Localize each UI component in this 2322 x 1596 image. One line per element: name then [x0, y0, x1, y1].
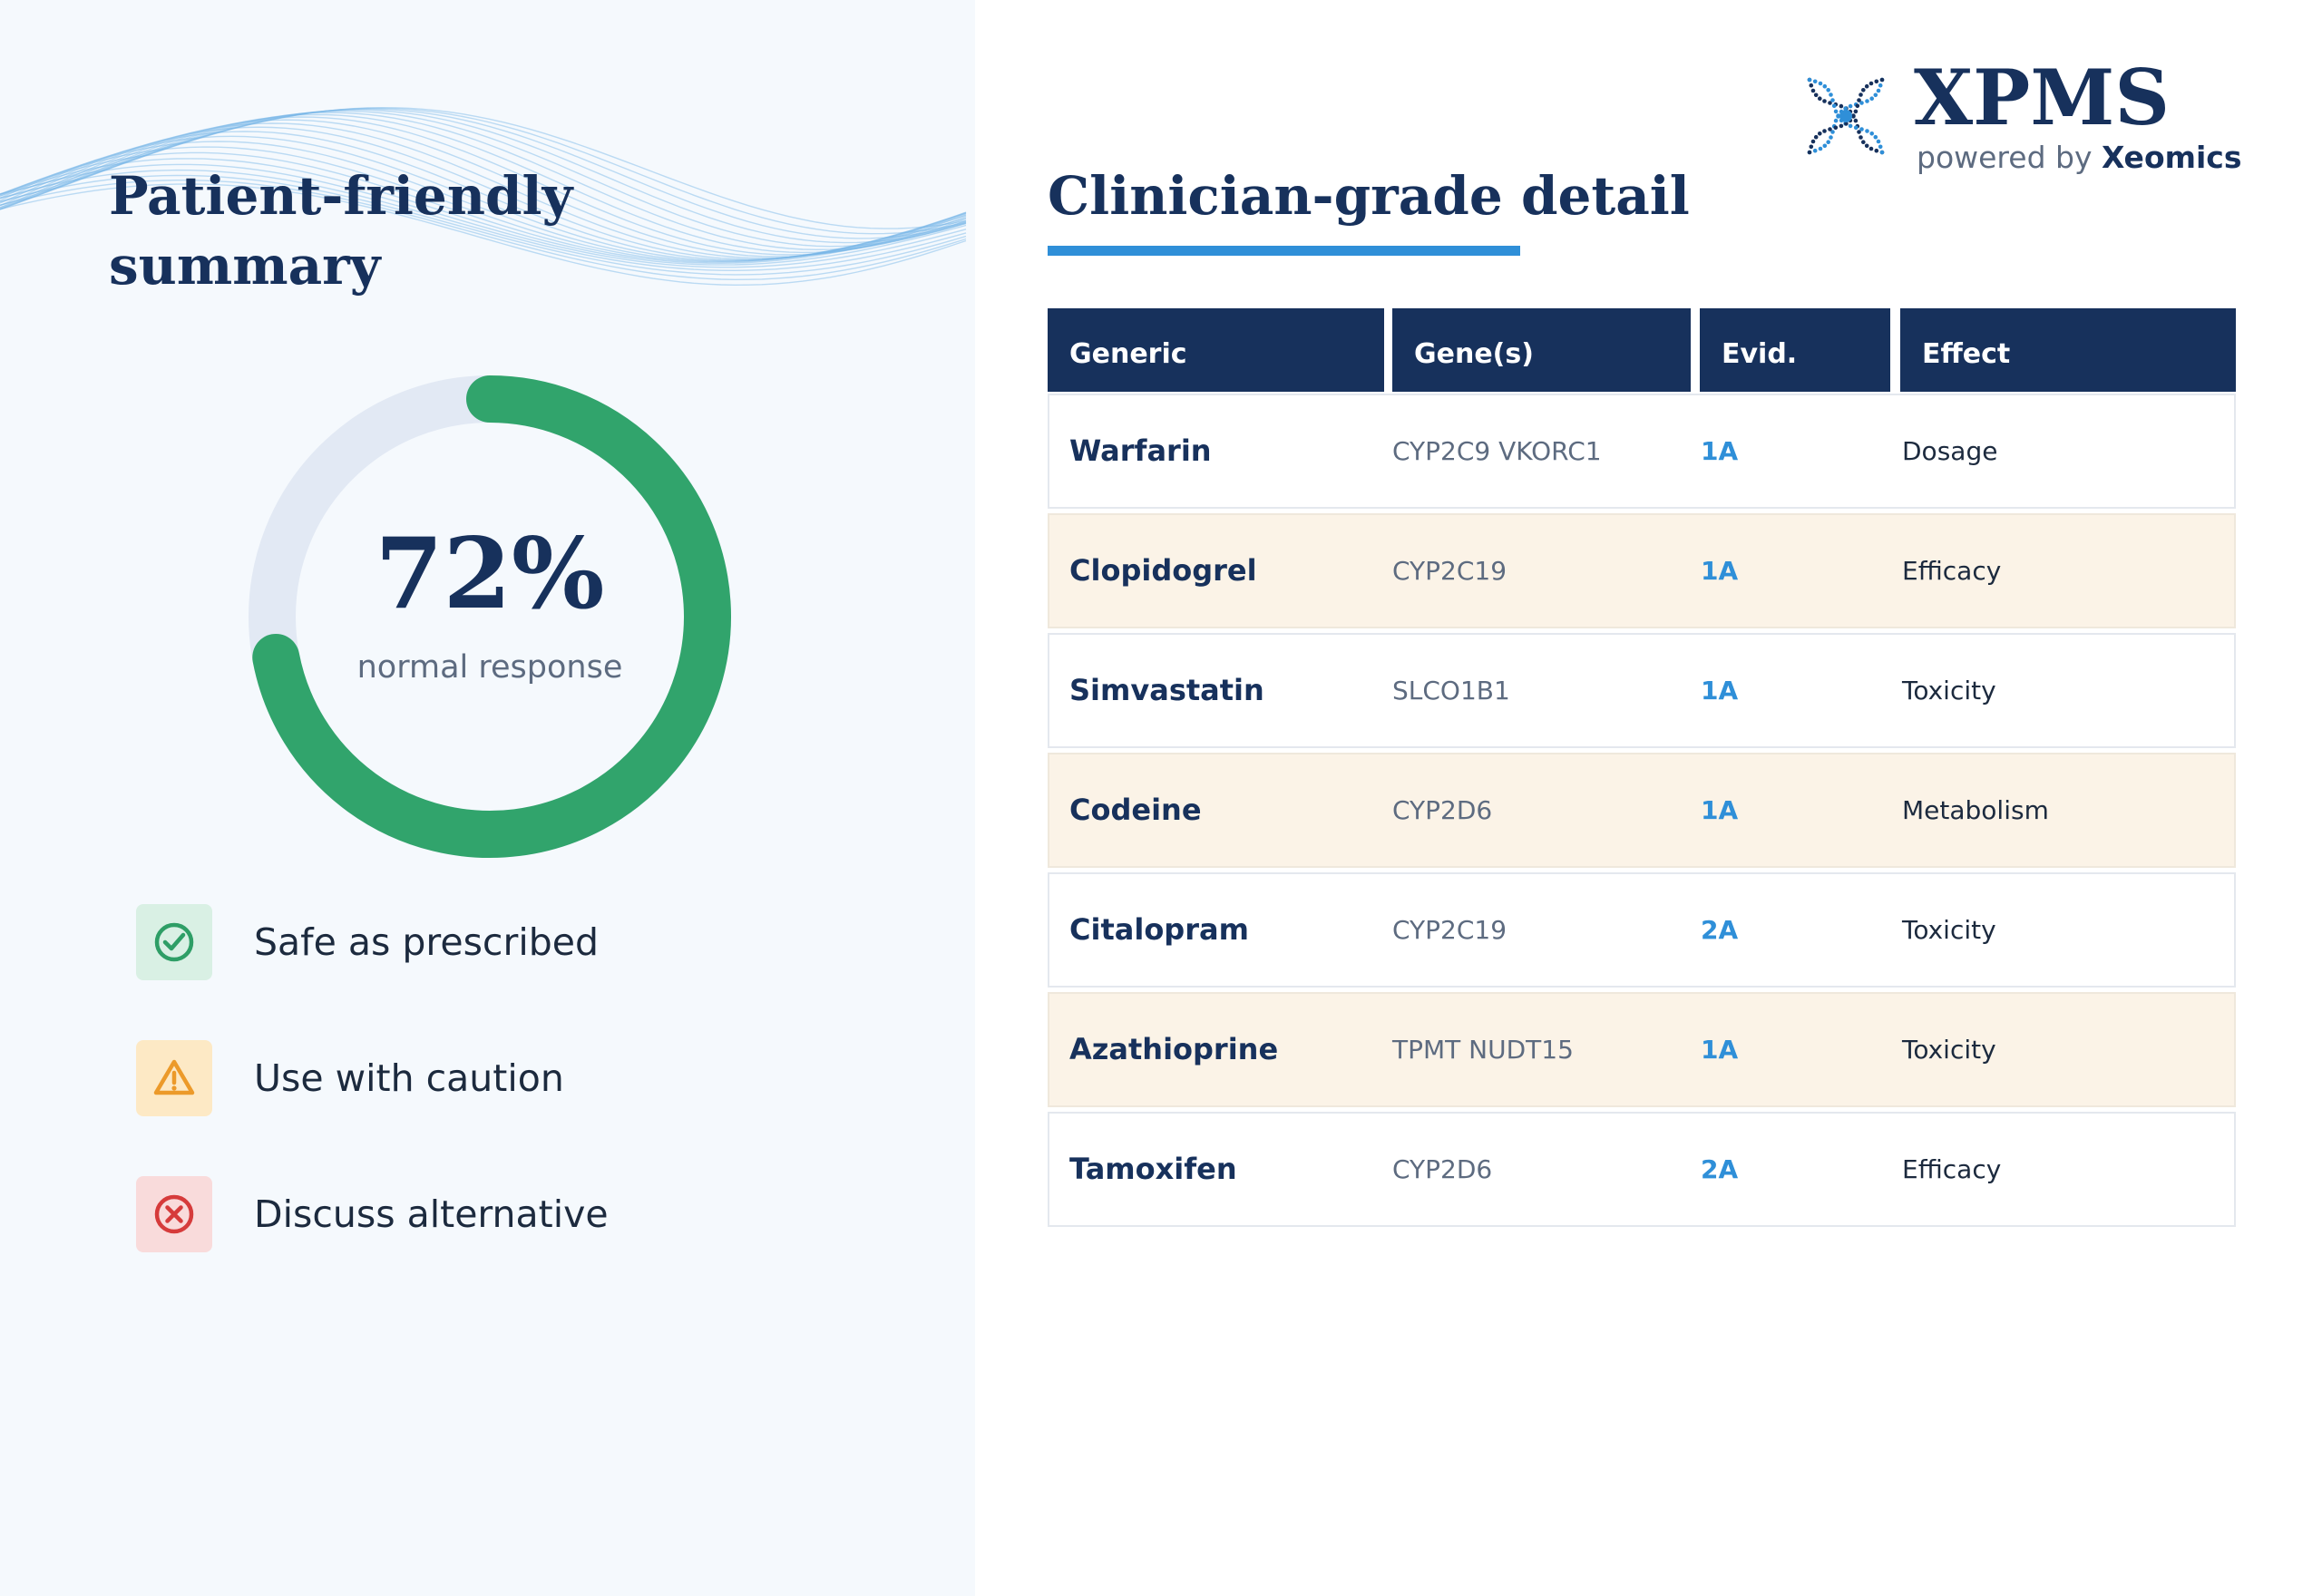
brand-header: XPMS powered by Xeomics: [1800, 53, 2272, 180]
powered-by-line: powered by Xeomics: [1917, 140, 2242, 175]
gauge-percentage: 72%: [375, 517, 605, 631]
title-underline: [1048, 246, 1520, 256]
gene-list: CYP2D6: [1392, 1154, 1493, 1184]
drug-generic-name: Azathioprine: [1069, 1032, 1279, 1066]
column-header-generic[interactable]: Generic: [1048, 308, 1384, 392]
drug-generic-name: Tamoxifen: [1069, 1152, 1237, 1186]
legend-item-caution: Use with caution: [136, 1040, 771, 1116]
table-header: Generic Gene(s) Evid. Effect: [1048, 308, 2236, 392]
company-name: Xeomics: [2102, 140, 2242, 175]
column-header-evidence[interactable]: Evid.: [1700, 308, 1890, 392]
response-gauge: 72% normal response: [236, 363, 744, 871]
table-row[interactable]: Clopidogrel CYP2C19 1A Efficacy: [1048, 513, 2236, 628]
table-row[interactable]: Codeine CYP2D6 1A Metabolism: [1048, 753, 2236, 868]
effect-type: Efficacy: [1902, 1154, 2002, 1184]
legend-item-safe: Safe as prescribed: [136, 904, 771, 980]
legend-label-caution: Use with caution: [254, 1056, 564, 1100]
effect-type: Toxicity: [1902, 1035, 1996, 1065]
gene-list: SLCO1B1: [1392, 676, 1510, 706]
warning-triangle-icon: [136, 1040, 212, 1116]
evidence-level: 1A: [1701, 676, 1739, 706]
table-row[interactable]: Warfarin CYP2C9 VKORC1 1A Dosage: [1048, 394, 2236, 509]
patient-summary-panel: Patient-friendly summary 72% normal resp…: [0, 0, 975, 1596]
pharmacogenomics-table: Generic Gene(s) Evid. Effect Warfarin CYP…: [1048, 308, 2236, 1231]
brand-name: XPMS: [1914, 53, 2170, 142]
table-row[interactable]: Tamoxifen CYP2D6 2A Efficacy: [1048, 1112, 2236, 1227]
drug-generic-name: Simvastatin: [1069, 673, 1264, 707]
gene-list: CYP2C19: [1392, 915, 1507, 945]
effect-type: Toxicity: [1902, 915, 1996, 945]
table-row[interactable]: Simvastatin SLCO1B1 1A Toxicity: [1048, 633, 2236, 748]
evidence-level: 2A: [1701, 915, 1739, 945]
decorative-waves: [0, 106, 967, 287]
x-circle-icon: [136, 1176, 212, 1252]
table-body: Warfarin CYP2C9 VKORC1 1A Dosage Clopidogrel…: [1048, 394, 2236, 1227]
drug-generic-name: Warfarin: [1069, 433, 1212, 468]
effect-type: Efficacy: [1902, 556, 2002, 586]
gauge-progress-arc: [252, 375, 731, 858]
dna-x-logo-icon: [1807, 77, 1885, 155]
table-row[interactable]: Azathioprine TPMT NUDT15 1A Toxicity: [1048, 992, 2236, 1107]
gene-list: CYP2C9 VKORC1: [1392, 436, 1602, 466]
column-header-genes[interactable]: Gene(s): [1392, 308, 1691, 392]
evidence-level: 1A: [1701, 436, 1739, 466]
legend-item-alternative: Discuss alternative: [136, 1176, 771, 1252]
evidence-level: 1A: [1701, 556, 1739, 586]
drug-generic-name: Clopidogrel: [1069, 553, 1257, 588]
powered-by-text: powered by: [1917, 140, 2093, 175]
table-row[interactable]: Citalopram CYP2C19 2A Toxicity: [1048, 872, 2236, 988]
gene-list: TPMT NUDT15: [1392, 1035, 1574, 1065]
legend-label-alternative: Discuss alternative: [254, 1192, 609, 1236]
evidence-level: 2A: [1701, 1154, 1739, 1184]
column-header-effect[interactable]: Effect: [1900, 308, 2236, 392]
effect-type: Metabolism: [1902, 795, 2049, 825]
patient-summary-title: Patient-friendly summary: [109, 165, 573, 297]
gene-list: CYP2C19: [1392, 556, 1507, 586]
evidence-level: 1A: [1701, 1035, 1739, 1065]
effect-type: Dosage: [1902, 436, 1998, 466]
gene-list: CYP2D6: [1392, 795, 1493, 825]
legend-label-safe: Safe as prescribed: [254, 920, 599, 964]
evidence-level: 1A: [1701, 795, 1739, 825]
clinician-detail-title: Clinician-grade detail: [1048, 165, 1690, 227]
drug-generic-name: Codeine: [1069, 793, 1202, 827]
gauge-caption: normal response: [356, 649, 623, 686]
drug-generic-name: Citalopram: [1069, 912, 1249, 947]
check-circle-icon: [136, 904, 212, 980]
effect-type: Toxicity: [1902, 676, 1996, 706]
